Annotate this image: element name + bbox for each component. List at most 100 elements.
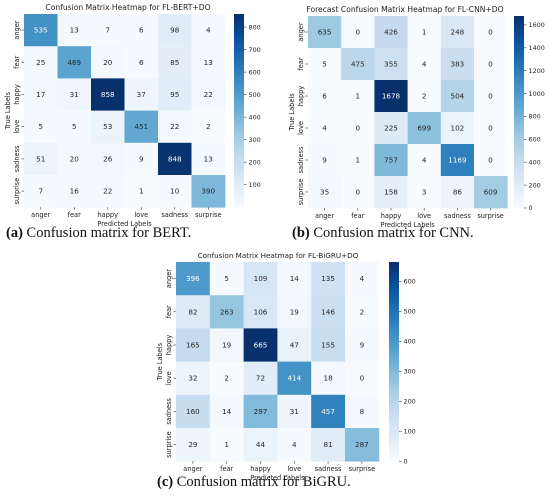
heatmap-cell: [407, 144, 442, 177]
cell-value-label: 13: [204, 154, 213, 163]
cell-value-label: 757: [384, 156, 398, 165]
heatmap-cell: [311, 262, 346, 296]
colorbar-tick-label: 600: [249, 68, 261, 76]
heatmap-title: Confusion Matrix Heatmap for FL-BERT+DO: [45, 3, 210, 12]
colorbar-tick-label: 700: [249, 46, 261, 54]
cell-value-label: 32: [188, 374, 197, 383]
heatmap-cell: [440, 80, 475, 113]
cell-value-label: 4: [206, 26, 211, 35]
x-tick-label: surprise: [477, 212, 504, 220]
y-tick-label: anger: [13, 20, 21, 39]
colorbar-tick-label: 200: [404, 397, 416, 405]
y-axis-label: True Labels: [4, 91, 12, 130]
heatmap-cell: [191, 14, 226, 47]
heatmap-cell: [440, 176, 475, 209]
heatmap-0: Confusion Matrix Heatmap for FL-BERT+DO 5…: [4, 3, 261, 228]
cell-value-label: 47: [290, 341, 299, 350]
cell-value-label: 86: [453, 188, 463, 197]
cell-value-label: 248: [451, 28, 465, 37]
heatmap-cell: [374, 48, 408, 81]
heatmap-cell: [311, 295, 346, 329]
heatmap-cell: [209, 361, 244, 396]
cell-value-label: 26: [103, 154, 113, 163]
heatmap-cell: [345, 394, 380, 429]
heatmap-cell: [24, 110, 58, 144]
heatmap-cell: [24, 142, 58, 176]
heatmap-cell: [277, 394, 312, 429]
colorbar-tick-label: 200: [529, 181, 541, 189]
cell-value-label: 31: [70, 90, 79, 99]
x-tick-label: love: [417, 212, 431, 220]
heatmap-cell: [345, 428, 380, 462]
heatmap-cell: [158, 78, 192, 111]
cell-value-label: 146: [321, 307, 335, 316]
cell-value-label: 469: [67, 58, 81, 67]
heatmap-cell: [176, 428, 211, 462]
heatmap-cell: [374, 144, 408, 177]
heatmap-cell: [440, 112, 475, 145]
cell-value-label: 165: [186, 341, 200, 350]
heatmap-cell: [407, 176, 442, 209]
cell-value-label: 858: [101, 90, 115, 99]
heatmap-cell: [209, 394, 244, 429]
cell-value-label: 475: [351, 60, 365, 69]
cell-value-label: 19: [290, 307, 300, 316]
heatmap-cell: [243, 394, 278, 429]
cell-value-label: 6: [139, 26, 144, 35]
cell-value-label: 4: [322, 124, 327, 133]
cell-value-label: 6: [139, 58, 144, 67]
colorbar-tick-label: 400: [404, 338, 416, 346]
heatmap-cell: [407, 16, 442, 49]
heatmap-cell: [341, 80, 375, 113]
heatmap-cell: [191, 142, 226, 176]
x-tick-label: love: [287, 465, 301, 473]
x-axis-label: Predicted Labels: [97, 220, 152, 228]
heatmap-cell: [124, 78, 159, 111]
heatmap-cell: [57, 142, 92, 176]
cell-value-label: 35: [320, 188, 329, 197]
cell-value-label: 1: [139, 187, 144, 196]
heatmap-cell: [407, 48, 442, 81]
cell-value-label: 72: [256, 374, 265, 383]
heatmap-cell: [341, 144, 375, 177]
heatmap-cell: [277, 428, 312, 462]
x-tick-label: fear: [68, 211, 81, 219]
heatmap-cell: [374, 16, 408, 49]
y-tick-label: sadness: [297, 146, 305, 173]
heatmap-cell: [407, 80, 442, 113]
cell-value-label: 158: [384, 188, 398, 197]
heatmap-cell: [277, 361, 312, 396]
x-tick-label: surprise: [195, 211, 222, 219]
cell-value-label: 22: [170, 122, 179, 131]
heatmap-cell: [124, 110, 159, 144]
cell-value-label: 6: [322, 92, 327, 101]
caption-a: (a) Confusion matrix for BERT.: [6, 225, 191, 242]
colorbar-tick-label: 500: [249, 91, 261, 99]
cell-value-label: 0: [488, 92, 493, 101]
y-tick-label: fear: [13, 55, 21, 68]
heatmap-cell: [158, 175, 192, 208]
heatmap-cell: [243, 295, 278, 329]
heatmap-cell: [176, 328, 211, 362]
y-tick-label: surprise: [165, 431, 173, 458]
heatmap-cell: [91, 175, 125, 208]
heatmap-cell: [124, 175, 159, 208]
heatmap-cell: [57, 175, 92, 208]
colorbar-tick-label: 600: [404, 278, 416, 286]
colorbar-tick-label: 800: [249, 23, 261, 31]
heatmap-cell: [57, 14, 92, 47]
y-tick-label: sadness: [165, 397, 173, 424]
heatmap-cell: [209, 262, 244, 296]
cell-value-label: 95: [170, 90, 179, 99]
x-tick-label: anger: [183, 465, 202, 473]
heatmap-cell: [474, 80, 508, 113]
heatmap-cell: [374, 176, 408, 209]
cell-value-label: 1: [356, 92, 361, 101]
cell-value-label: 1169: [448, 156, 467, 165]
cell-value-label: 0: [356, 188, 361, 197]
cell-value-label: 14: [222, 407, 232, 416]
colorbar-tick-label: 0: [529, 204, 533, 212]
colorbar-tick-label: 300: [404, 368, 416, 376]
colorbar: [389, 262, 399, 462]
cell-value-label: 160: [186, 407, 200, 416]
